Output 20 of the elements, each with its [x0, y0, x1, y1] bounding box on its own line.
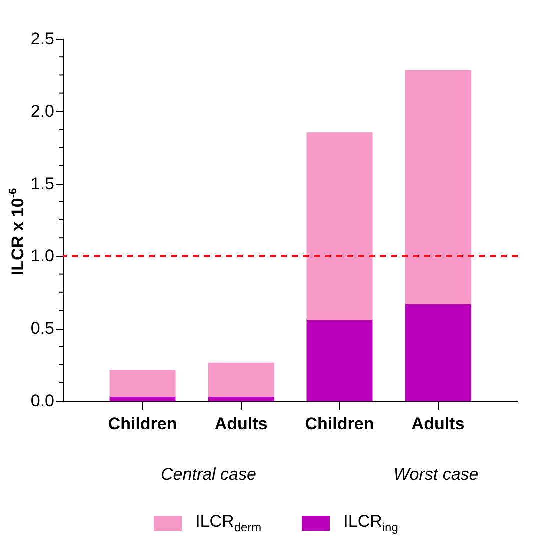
text: Central case: [161, 465, 256, 485]
bar: [405, 70, 472, 304]
bar: [306, 319, 373, 402]
text: Worst case: [394, 465, 479, 485]
x-tick-label: Adults: [412, 414, 465, 434]
x-tick-label: Children: [108, 414, 178, 434]
y-tick-label: 0.5: [30, 319, 54, 338]
x-tick-label: Adults: [214, 414, 268, 434]
bar: [306, 132, 373, 320]
y-tick-label: 1.5: [30, 174, 54, 194]
bar: [405, 303, 472, 402]
y-tick-label: 1.0: [30, 246, 54, 266]
y-tick-label: 0.0: [30, 392, 54, 410]
x-tick-label: Children: [305, 414, 374, 434]
legend-label: ILCR$_{derm}$: [196, 512, 262, 534]
y-tick-label: 2.5: [30, 30, 54, 48]
bar: [110, 370, 176, 398]
y-tick-label: 2.0: [30, 102, 54, 121]
legend-label: ILCR$_{ing}$: [344, 512, 398, 534]
bar: [208, 362, 274, 398]
